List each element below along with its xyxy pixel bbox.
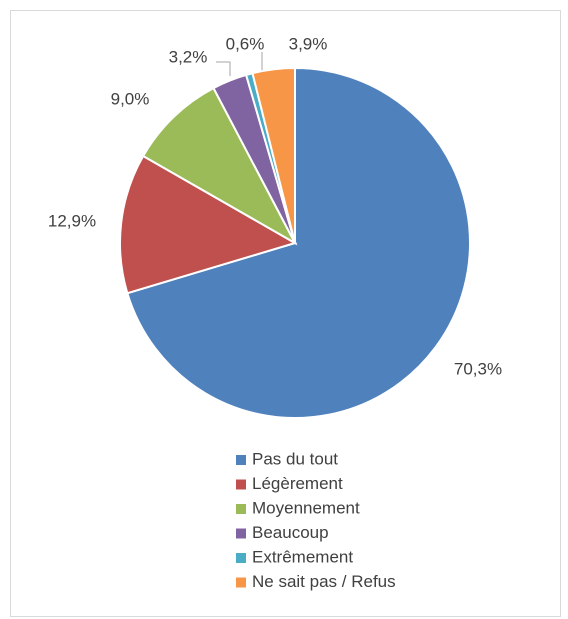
legend-label: Ne sait pas / Refus (252, 572, 396, 591)
legend-swatch (236, 455, 246, 465)
legend-label: Légèrement (252, 474, 343, 493)
legend-swatch (236, 553, 246, 563)
pie-slice (141, 86, 298, 246)
legend-label: Beaucoup (252, 523, 329, 542)
leader-line (216, 61, 231, 76)
data-label: 3,9% (289, 34, 328, 53)
legend-label: Moyennement (252, 498, 360, 517)
data-label: 0,6% (226, 34, 265, 53)
legend-label: Extrêmement (252, 547, 353, 566)
data-label: 3,2% (169, 47, 208, 66)
legend-swatch (236, 504, 246, 514)
chart-border (10, 10, 561, 617)
pie-slice (126, 66, 471, 419)
data-label: 12,9% (48, 211, 96, 230)
pie-slice (251, 66, 296, 244)
legend-swatch (236, 528, 246, 539)
pie-slice (119, 154, 298, 295)
data-label: 70,3% (454, 359, 502, 378)
legend-swatch (236, 577, 246, 588)
legend-label: Pas du tout (252, 449, 338, 468)
data-label: 9,0% (111, 89, 150, 108)
legend-swatch (236, 479, 246, 490)
